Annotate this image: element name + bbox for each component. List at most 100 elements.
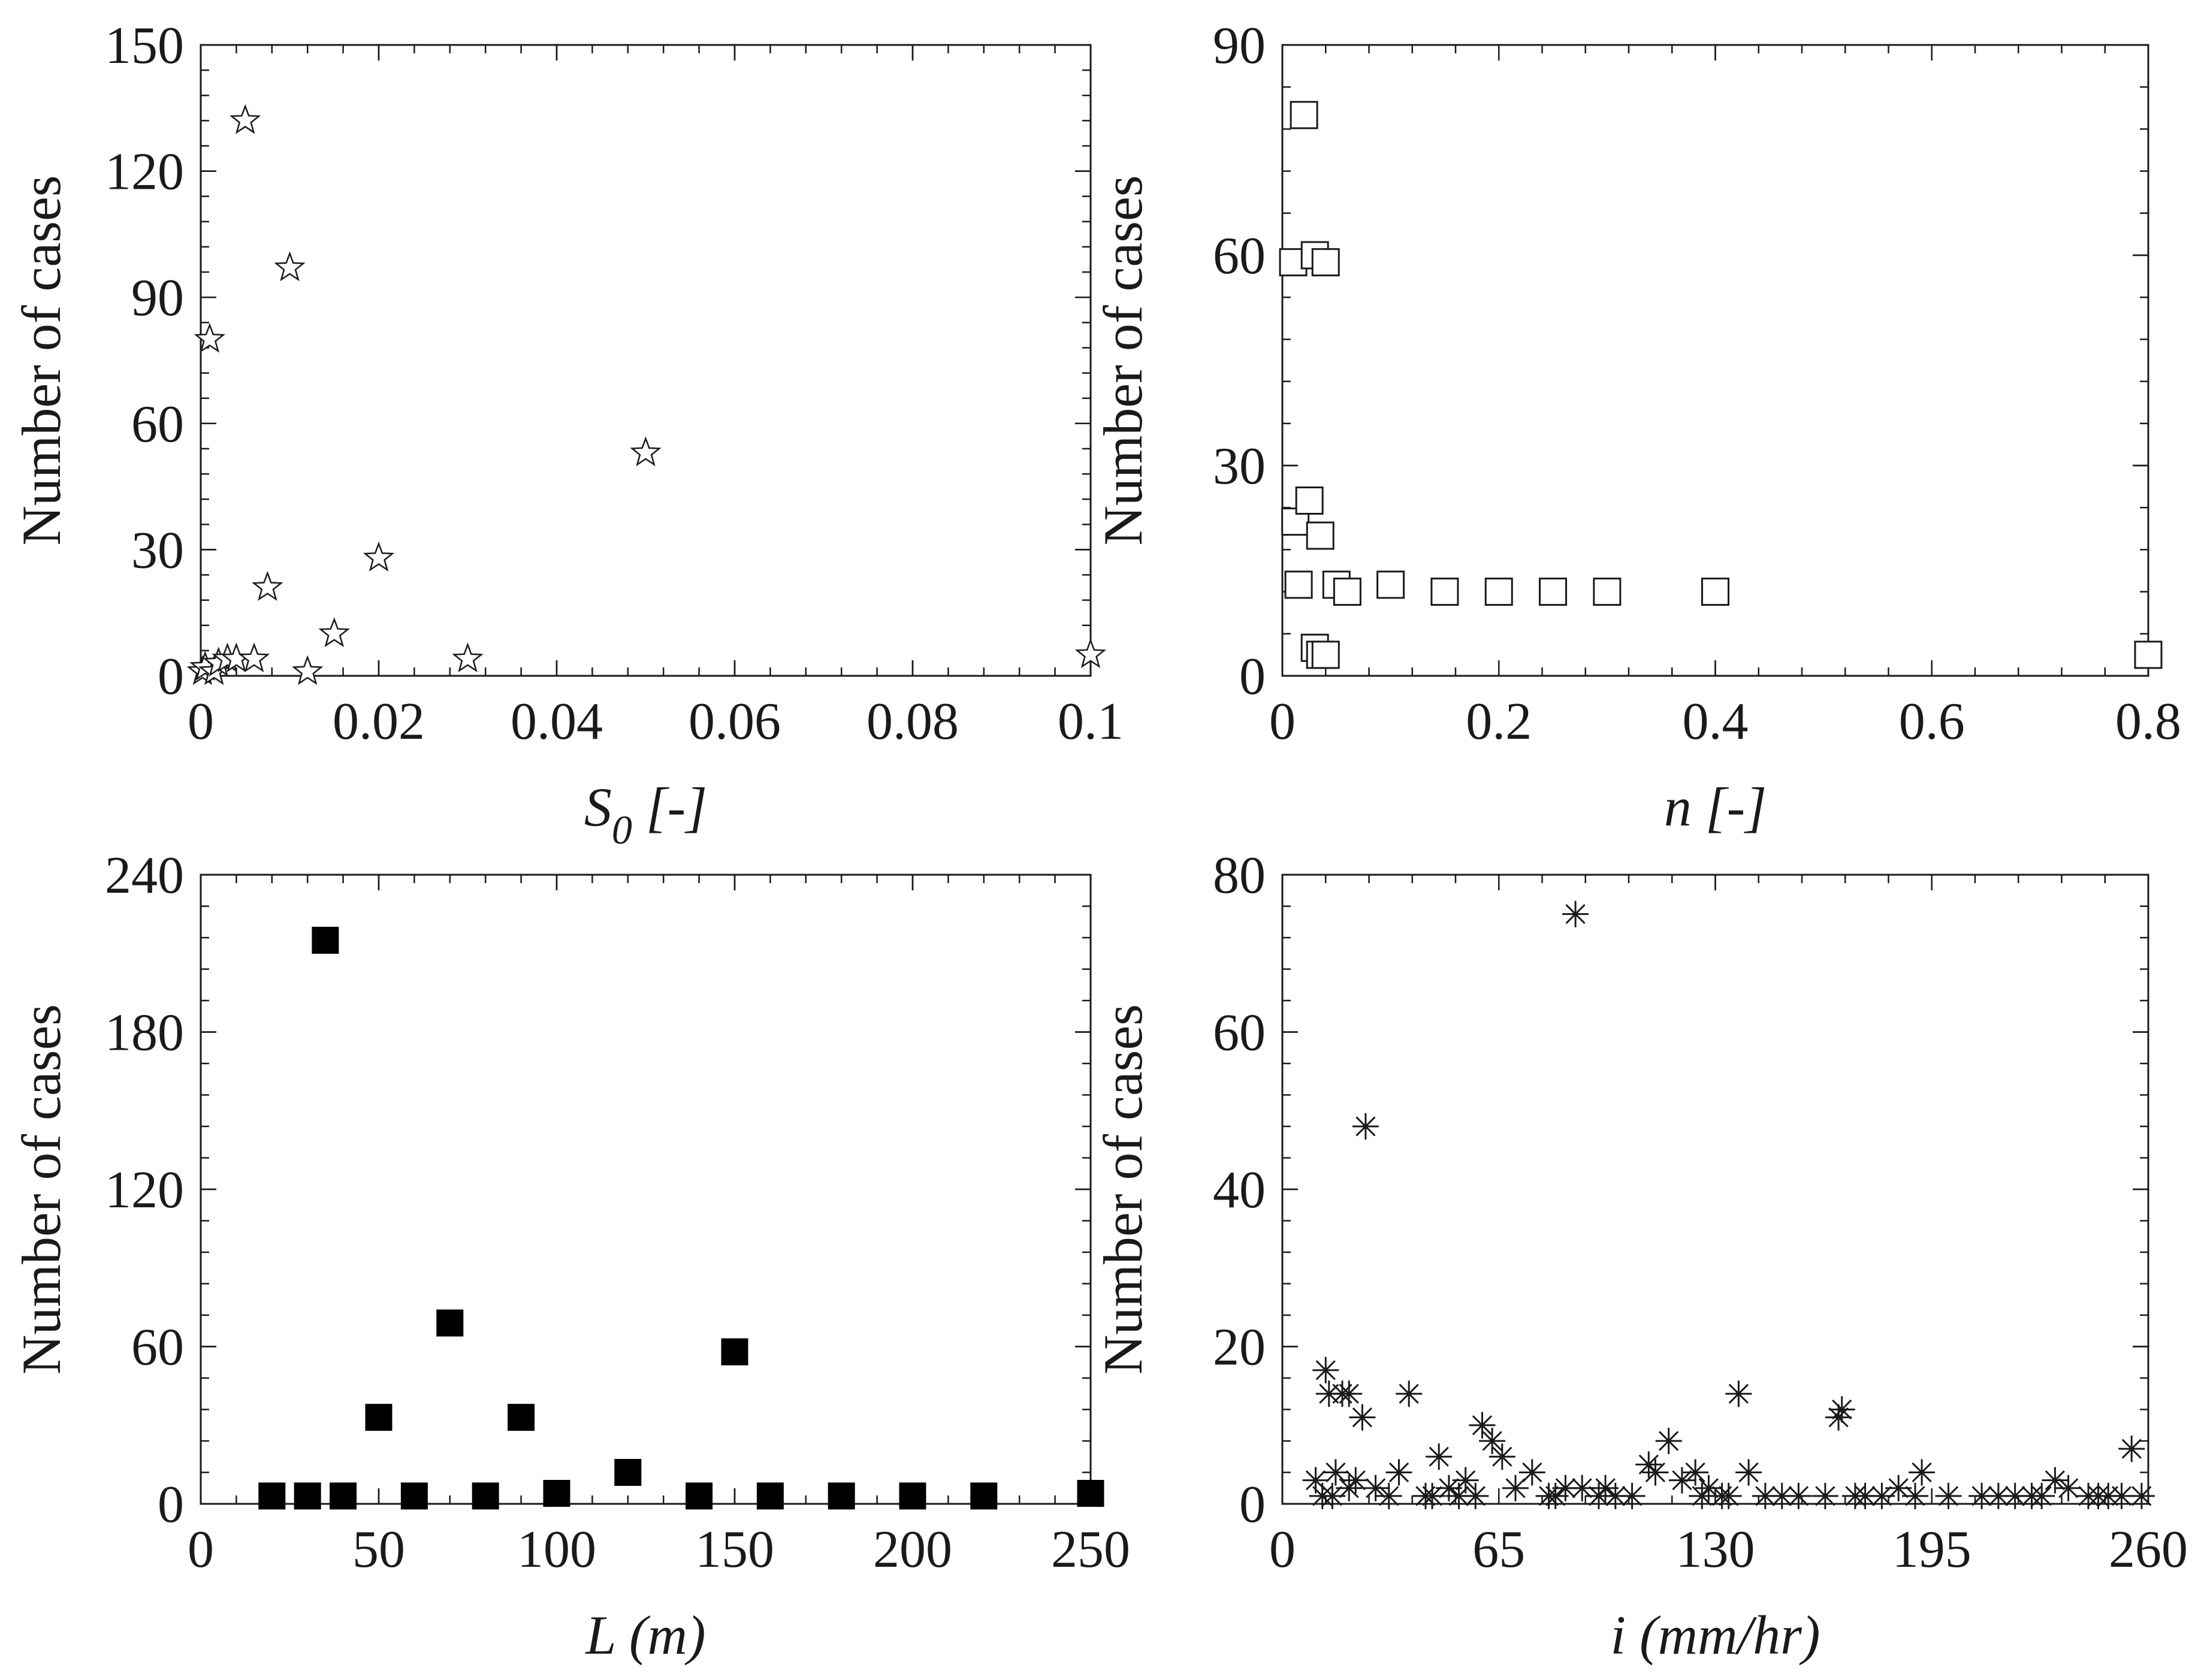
x-tick-label: 250 bbox=[1051, 1521, 1130, 1579]
x-axis-title: i (mm/hr) bbox=[1610, 1605, 1820, 1666]
plot-frame bbox=[200, 44, 1092, 677]
data-point-open-square bbox=[1430, 578, 1459, 606]
y-tick-label: 180 bbox=[105, 1004, 184, 1062]
x-tick-label: 0.4 bbox=[1683, 693, 1749, 751]
x-tick-label: 0.6 bbox=[1899, 693, 1965, 751]
y-tick-label: 60 bbox=[131, 1319, 184, 1377]
data-point-asterisk bbox=[2128, 1482, 2155, 1509]
data-point-asterisk bbox=[1535, 1482, 1562, 1509]
data-point-open-square bbox=[1306, 521, 1334, 550]
data-point-star bbox=[292, 655, 324, 685]
data-point-asterisk bbox=[1518, 1459, 1545, 1486]
data-point-asterisk bbox=[1909, 1459, 1936, 1486]
data-point-star bbox=[252, 571, 283, 601]
data-point-asterisk bbox=[1315, 1380, 1342, 1407]
x-tick-label: 0.04 bbox=[511, 693, 603, 751]
data-point-asterisk bbox=[1396, 1380, 1423, 1407]
data-point-asterisk bbox=[1768, 1482, 1795, 1509]
data-point-asterisk bbox=[2042, 1467, 2069, 1494]
data-point-open-square bbox=[1484, 578, 1513, 606]
data-point-asterisk bbox=[1592, 1474, 1619, 1501]
data-point-asterisk bbox=[1445, 1482, 1472, 1509]
data-point-star bbox=[363, 541, 395, 572]
x-tick-label: 150 bbox=[695, 1521, 774, 1579]
data-point-filled-square bbox=[828, 1482, 855, 1510]
data-point-asterisk bbox=[1655, 1428, 1682, 1454]
data-point-asterisk bbox=[1725, 1380, 1752, 1407]
data-point-asterisk bbox=[2001, 1482, 2028, 1509]
data-point-asterisk bbox=[2118, 1436, 2145, 1463]
data-point-open-square bbox=[1295, 487, 1324, 515]
y-axis-title: Number of cases bbox=[1092, 175, 1154, 545]
data-point-asterisk bbox=[1362, 1474, 1389, 1501]
data-point-asterisk bbox=[1668, 1467, 1695, 1494]
data-point-asterisk bbox=[1785, 1482, 1812, 1509]
data-point-filled-square bbox=[756, 1482, 784, 1510]
data-point-asterisk bbox=[1569, 1474, 1596, 1501]
y-tick-label: 150 bbox=[105, 17, 184, 75]
data-point-star bbox=[630, 436, 662, 467]
data-point-asterisk bbox=[1419, 1482, 1446, 1509]
data-point-asterisk bbox=[1452, 1467, 1479, 1494]
data-point-filled-square bbox=[1077, 1480, 1104, 1507]
y-axis-title: Number of cases bbox=[11, 1004, 72, 1374]
data-point-filled-square bbox=[436, 1309, 464, 1337]
panel-s0: 0 0.02 0.04 0.06 0.08 0.1 0 30 60 90 120 150 Number … bbox=[11, 17, 1124, 853]
data-point-asterisk bbox=[1968, 1482, 1995, 1509]
x-tick-label: 0.02 bbox=[333, 693, 425, 751]
data-point-asterisk bbox=[1312, 1356, 1339, 1383]
data-point-open-square bbox=[1311, 640, 1340, 669]
data-point-star bbox=[1074, 638, 1107, 669]
data-point-filled-square bbox=[365, 1404, 392, 1431]
y-axis-title: Number of cases bbox=[1092, 1004, 1154, 1374]
data-point-star bbox=[194, 322, 226, 353]
data-point-asterisk bbox=[1811, 1482, 1838, 1509]
data-point-asterisk bbox=[1935, 1482, 1962, 1509]
data-point-open-square bbox=[2134, 640, 2163, 669]
x-tick-label: 200 bbox=[873, 1521, 952, 1579]
data-point-asterisk bbox=[1602, 1482, 1629, 1509]
data-point-asterisk bbox=[1682, 1459, 1709, 1486]
y-tick-label: 80 bbox=[1213, 847, 1266, 905]
data-point-filled-square bbox=[508, 1404, 535, 1431]
y-tick-label: 120 bbox=[105, 143, 184, 201]
y-tick-label: 120 bbox=[105, 1161, 184, 1219]
data-point-filled-square bbox=[970, 1482, 998, 1510]
data-point-asterisk bbox=[1552, 1474, 1579, 1501]
x-tick-label: 0 bbox=[188, 693, 214, 751]
data-point-asterisk bbox=[1435, 1474, 1462, 1501]
data-point-asterisk bbox=[2018, 1482, 2045, 1509]
data-point-asterisk bbox=[2085, 1482, 2112, 1509]
y-tick-label: 0 bbox=[1239, 648, 1266, 706]
data-point-asterisk bbox=[1841, 1482, 1868, 1509]
data-point-asterisk bbox=[1735, 1459, 1762, 1486]
data-point-filled-square bbox=[312, 926, 339, 954]
panel-n: 0 0.2 0.4 0.6 0.8 0 30 60 90 Number of cases n [-] bbox=[1092, 17, 2181, 838]
data-point-open-square bbox=[1311, 248, 1340, 277]
y-tick-label: 240 bbox=[105, 847, 184, 905]
data-point-filled-square bbox=[899, 1482, 926, 1510]
x-tick-label: 65 bbox=[1472, 1521, 1525, 1579]
data-point-asterisk bbox=[2108, 1482, 2135, 1509]
x-tick-label: 0 bbox=[1269, 693, 1296, 751]
data-point-asterisk bbox=[1302, 1467, 1329, 1494]
data-point-open-square bbox=[1284, 570, 1313, 599]
data-point-asterisk bbox=[1502, 1474, 1529, 1501]
data-point-star bbox=[452, 642, 484, 673]
data-point-asterisk bbox=[1319, 1482, 1346, 1509]
data-point-asterisk bbox=[1902, 1482, 1928, 1509]
data-point-asterisk bbox=[1868, 1482, 1895, 1509]
y-tick-label: 0 bbox=[158, 1476, 184, 1534]
y-tick-label: 60 bbox=[1213, 1004, 1266, 1062]
data-point-asterisk bbox=[1479, 1428, 1506, 1454]
data-point-asterisk bbox=[1885, 1474, 1912, 1501]
data-point-asterisk bbox=[1619, 1482, 1646, 1509]
y-tick-label: 90 bbox=[1213, 17, 1266, 75]
data-point-asterisk bbox=[1562, 901, 1589, 927]
data-point-asterisk bbox=[1985, 1482, 2012, 1509]
y-tick-label: 20 bbox=[1213, 1319, 1266, 1377]
data-point-asterisk bbox=[1349, 1404, 1376, 1431]
data-point-open-square bbox=[1290, 101, 1318, 129]
data-point-asterisk bbox=[1375, 1482, 1402, 1509]
x-tick-label: 0.1 bbox=[1058, 693, 1124, 751]
